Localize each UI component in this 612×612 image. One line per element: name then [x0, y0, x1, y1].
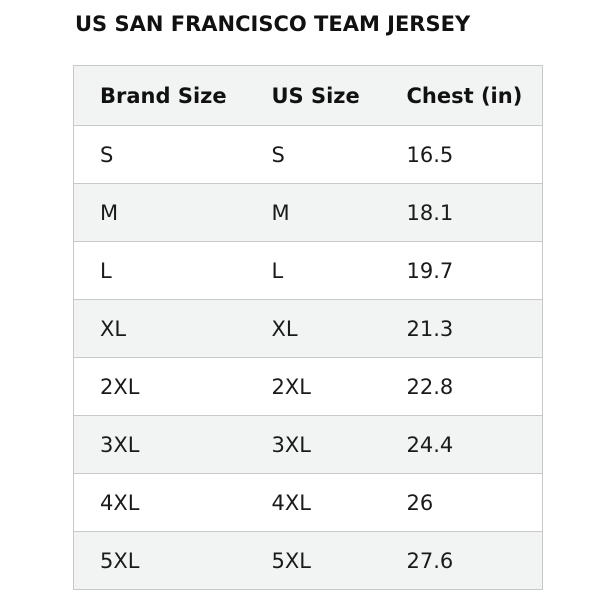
cell-brand-size: M	[73, 183, 246, 242]
table-row: 4XL 4XL 26	[73, 473, 543, 532]
cell-chest: 16.5	[380, 125, 543, 184]
column-header-brand-size: Brand Size	[73, 65, 246, 126]
cell-us-size: 5XL	[245, 531, 381, 590]
table-row: S S 16.5	[73, 125, 543, 184]
table-row: 5XL 5XL 27.6	[73, 531, 543, 590]
cell-chest: 22.8	[380, 357, 543, 416]
cell-us-size: L	[245, 241, 381, 300]
cell-us-size: S	[245, 125, 381, 184]
cell-us-size: 4XL	[245, 473, 381, 532]
cell-us-size: 3XL	[245, 415, 381, 474]
table-row: 3XL 3XL 24.4	[73, 415, 543, 474]
table-header-row: Brand Size US Size Chest (in)	[73, 65, 543, 126]
cell-brand-size: 3XL	[73, 415, 246, 474]
cell-chest: 18.1	[380, 183, 543, 242]
column-header-chest: Chest (in)	[380, 65, 543, 126]
cell-us-size: XL	[245, 299, 381, 358]
table-row: XL XL 21.3	[73, 299, 543, 358]
cell-chest: 27.6	[380, 531, 543, 590]
table-row: M M 18.1	[73, 183, 543, 242]
cell-brand-size: L	[73, 241, 246, 300]
column-header-us-size: US Size	[245, 65, 381, 126]
page-title: US SAN FRANCISCO TEAM JERSEY	[75, 12, 471, 36]
table-row: L L 19.7	[73, 241, 543, 300]
cell-brand-size: 2XL	[73, 357, 246, 416]
cell-brand-size: S	[73, 125, 246, 184]
cell-chest: 24.4	[380, 415, 543, 474]
cell-brand-size: 4XL	[73, 473, 246, 532]
cell-us-size: 2XL	[245, 357, 381, 416]
cell-chest: 19.7	[380, 241, 543, 300]
cell-chest: 21.3	[380, 299, 543, 358]
cell-us-size: M	[245, 183, 381, 242]
cell-brand-size: XL	[73, 299, 246, 358]
table-row: 2XL 2XL 22.8	[73, 357, 543, 416]
cell-chest: 26	[380, 473, 543, 532]
size-chart-table: Brand Size US Size Chest (in) S S 16.5 M…	[73, 65, 543, 590]
cell-brand-size: 5XL	[73, 531, 246, 590]
